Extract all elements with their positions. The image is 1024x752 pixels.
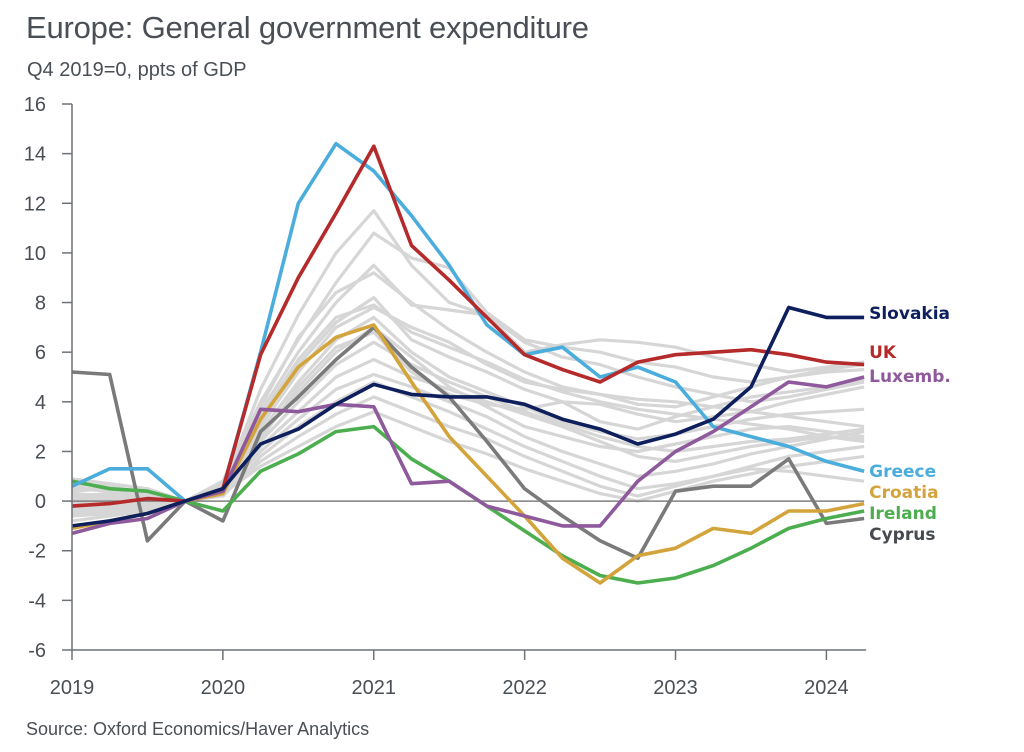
background-series-line-5 (71, 305, 865, 503)
x-tick-label: 2023 (653, 677, 698, 699)
y-tick-label: 0 (35, 491, 46, 513)
series-line-uk (71, 144, 865, 508)
x-tick-label: 2020 (201, 677, 246, 699)
y-tick-label: 10 (24, 243, 46, 265)
y-tick-label: 8 (35, 293, 46, 315)
series-label-ireland: Ireland (869, 504, 937, 524)
highlighted-series-group (71, 141, 865, 585)
y-tick-label: -6 (28, 640, 46, 662)
y-tick-label: 6 (35, 342, 46, 364)
source-note: Source: Oxford Economics/Haver Analytics (26, 719, 370, 739)
series-line-cyprus (71, 325, 865, 561)
x-tick-label: 2019 (50, 677, 95, 699)
x-tick-label: 2021 (352, 677, 397, 699)
series-label-croatia: Croatia (869, 483, 938, 503)
chart-subtitle: Q4 2019=0, ppts of GDP (27, 59, 247, 81)
series-label-luxemb: Luxemb. (869, 367, 951, 387)
series-label-cyprus: Cyprus (869, 525, 935, 545)
background-series-line-2 (71, 231, 865, 503)
y-tick-label: 12 (24, 193, 46, 215)
series-label-greece: Greece (869, 462, 936, 482)
background-series-line-4 (71, 296, 865, 511)
x-tick-label: 2024 (804, 677, 849, 699)
background-series-group (71, 209, 865, 523)
series-labels-group: Slovakia UK Luxemb. GreeceCroatiaIrelandCyp… (869, 304, 951, 545)
y-tick-label: -4 (28, 590, 46, 612)
chart-title: Europe: General government expenditure (26, 10, 589, 45)
y-tick-label: 16 (24, 94, 46, 116)
x-tick-label: 2022 (502, 677, 547, 699)
series-line-slovakia (71, 305, 865, 528)
series-label-uk: UK (869, 343, 897, 363)
y-tick-label: 14 (24, 144, 46, 166)
series-label-slovakia: Slovakia (869, 304, 950, 324)
y-tick-label: 4 (35, 392, 46, 414)
y-tick-label: -2 (28, 541, 46, 563)
y-tick-label: 2 (35, 441, 46, 463)
